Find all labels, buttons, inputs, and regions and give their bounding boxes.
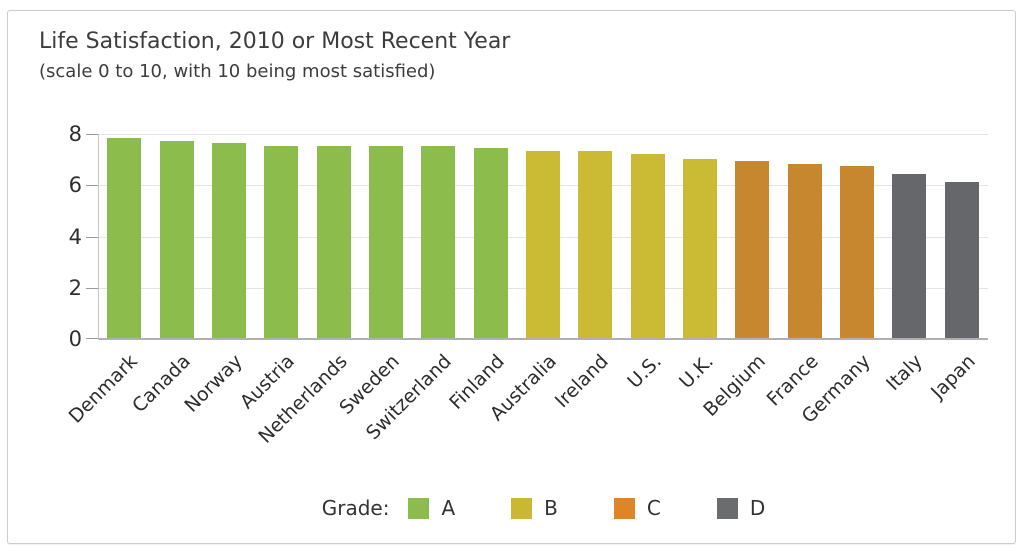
y-tick-2	[86, 287, 98, 289]
y-axis-label-2: 2	[68, 275, 82, 300]
bar-france	[787, 163, 822, 338]
y-tick-0	[86, 338, 98, 339]
chart-title: Life Satisfaction, 2010 or Most Recent Y…	[39, 29, 511, 54]
bar-sweden	[368, 145, 403, 338]
bar-finland	[473, 148, 508, 338]
y-tick-4	[86, 236, 98, 238]
bar-japan	[944, 181, 979, 338]
bar-netherlands	[316, 145, 351, 338]
chart-subtitle: (scale 0 to 10, with 10 being most satis…	[39, 61, 436, 82]
gridline-8	[98, 134, 988, 135]
legend-swatch-d-icon	[716, 497, 738, 519]
y-tick-8	[86, 134, 98, 135]
y-axis-label-0: 0	[68, 327, 82, 351]
chart-frame: Life Satisfaction, 2010 or Most Recent Y…	[7, 10, 1016, 544]
legend-swatch-b-icon	[511, 497, 533, 519]
bar-u-k	[683, 158, 718, 338]
y-axis-line	[98, 134, 99, 340]
bar-ireland	[578, 150, 613, 338]
plot-area: Denmark Canada Norway Austria Netherlands Swe…	[65, 123, 988, 448]
y-tick-6	[86, 185, 98, 187]
legend-entry-a: A	[408, 496, 455, 520]
legend-entry-d: D	[716, 496, 766, 520]
bar-norway	[211, 143, 246, 338]
bar-austria	[264, 145, 299, 338]
y-axis-label-4: 4	[68, 224, 82, 249]
legend-label-c: C	[646, 496, 661, 520]
bar-canada	[159, 140, 194, 338]
legend-entry-c: C	[613, 496, 661, 520]
bar-switzerland	[421, 145, 456, 338]
bar-belgium	[735, 161, 770, 338]
bar-denmark	[107, 138, 142, 338]
legend: Grade: A B C D	[8, 494, 1015, 522]
legend-swatch-a-icon	[408, 497, 430, 519]
legend-title: Grade:	[321, 496, 390, 520]
x-axis-baseline	[98, 338, 988, 340]
legend-swatch-c-icon	[613, 497, 635, 519]
legend-entry-b: B	[511, 496, 558, 520]
y-axis-label-8: 8	[68, 122, 82, 146]
legend-label-d: D	[749, 496, 766, 520]
bar-italy	[892, 174, 927, 338]
x-axis-labels: Denmark Canada Norway Austria Netherlands Swe…	[65, 347, 988, 467]
y-axis-label-6: 6	[68, 173, 82, 198]
bar-u-s	[630, 153, 665, 338]
legend-label-b: B	[544, 496, 558, 520]
bar-germany	[840, 166, 875, 338]
bar-australia	[526, 150, 560, 338]
legend-label-a: A	[441, 496, 456, 520]
